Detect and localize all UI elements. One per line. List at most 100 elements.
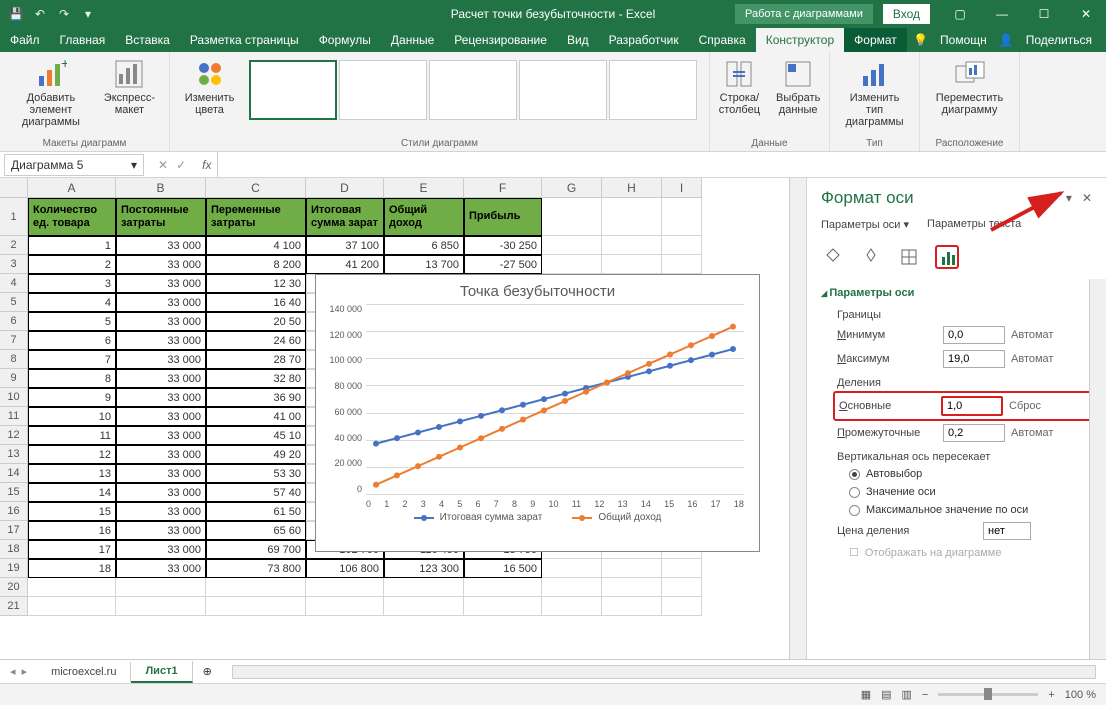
cell[interactable] bbox=[306, 597, 384, 616]
menu-item-11[interactable]: Формат bbox=[844, 28, 907, 52]
cell[interactable]: 28 70 bbox=[206, 350, 306, 369]
name-box[interactable]: Диаграмма 5▾ bbox=[4, 154, 144, 176]
cell[interactable]: 106 800 bbox=[306, 559, 384, 578]
cell[interactable] bbox=[602, 255, 662, 274]
row-header-20[interactable]: 20 bbox=[0, 578, 28, 597]
menu-item-0[interactable]: Файл bbox=[0, 28, 50, 52]
cell[interactable]: 33 000 bbox=[116, 464, 206, 483]
row-header-2[interactable]: 2 bbox=[0, 236, 28, 255]
cell[interactable]: 41 00 bbox=[206, 407, 306, 426]
cell[interactable]: 12 30 bbox=[206, 274, 306, 293]
cell[interactable]: 5 bbox=[28, 312, 116, 331]
cell[interactable]: 69 700 bbox=[206, 540, 306, 559]
panel-close-icon[interactable]: ✕ bbox=[1082, 191, 1092, 205]
cell[interactable] bbox=[662, 255, 702, 274]
col-header-B[interactable]: B bbox=[116, 178, 206, 197]
cell[interactable]: 10 bbox=[28, 407, 116, 426]
qat-dropdown-icon[interactable]: ▾ bbox=[80, 6, 96, 22]
view-layout-icon[interactable]: ▤ bbox=[881, 688, 891, 701]
effects-icon[interactable] bbox=[859, 245, 883, 269]
undo-icon[interactable]: ↶ bbox=[32, 6, 48, 22]
col-header-A[interactable]: A bbox=[28, 178, 116, 197]
cell[interactable]: -27 500 bbox=[464, 255, 542, 274]
cell[interactable]: 57 40 bbox=[206, 483, 306, 502]
cell[interactable]: 37 100 bbox=[306, 236, 384, 255]
row-header-8[interactable]: 8 bbox=[0, 350, 28, 369]
cell[interactable]: 12 bbox=[28, 445, 116, 464]
change-colors-button[interactable]: Изменить цвета bbox=[178, 56, 241, 124]
panel-scrollbar[interactable] bbox=[1089, 279, 1106, 659]
cell[interactable]: 6 bbox=[28, 331, 116, 350]
cell[interactable] bbox=[602, 198, 662, 236]
cell[interactable]: 73 800 bbox=[206, 559, 306, 578]
menu-item-7[interactable]: Вид bbox=[557, 28, 599, 52]
minimize-icon[interactable]: — bbox=[982, 0, 1022, 28]
cell[interactable]: 3 bbox=[28, 274, 116, 293]
row-header-7[interactable]: 7 bbox=[0, 331, 28, 350]
radio-value[interactable]: Значение оси bbox=[821, 483, 1092, 501]
major-input[interactable] bbox=[941, 396, 1003, 416]
cell[interactable]: 65 60 bbox=[206, 521, 306, 540]
row-header-14[interactable]: 14 bbox=[0, 464, 28, 483]
cell[interactable]: 33 000 bbox=[116, 350, 206, 369]
cell[interactable]: 4 bbox=[28, 293, 116, 312]
cell[interactable]: 11 bbox=[28, 426, 116, 445]
cell[interactable]: 16 500 bbox=[464, 559, 542, 578]
cell[interactable]: 32 80 bbox=[206, 369, 306, 388]
row-header-21[interactable]: 21 bbox=[0, 597, 28, 616]
maximize-icon[interactable]: ☐ bbox=[1024, 0, 1064, 28]
cell[interactable]: 33 000 bbox=[116, 312, 206, 331]
row-header-1[interactable]: 1 bbox=[0, 198, 28, 236]
size-icon[interactable] bbox=[897, 245, 921, 269]
cell[interactable]: 123 300 bbox=[384, 559, 464, 578]
display-units-input[interactable] bbox=[983, 522, 1031, 540]
horizontal-scrollbar[interactable] bbox=[232, 665, 1096, 679]
cell[interactable] bbox=[602, 559, 662, 578]
new-sheet-button[interactable]: ⊕ bbox=[193, 665, 222, 678]
cell[interactable] bbox=[602, 597, 662, 616]
radio-max[interactable]: Максимальное значение по оси bbox=[821, 501, 1092, 519]
row-header-13[interactable]: 13 bbox=[0, 445, 28, 464]
cell[interactable]: 61 50 bbox=[206, 502, 306, 521]
cell[interactable]: 33 000 bbox=[116, 540, 206, 559]
cell[interactable]: 33 000 bbox=[116, 407, 206, 426]
cancel-formula-icon[interactable]: ✕ bbox=[158, 158, 168, 172]
cell[interactable] bbox=[602, 578, 662, 597]
menu-item-1[interactable]: Главная bbox=[50, 28, 116, 52]
tab-prev-icon[interactable]: ◂ bbox=[10, 665, 16, 678]
cell[interactable]: 33 000 bbox=[116, 502, 206, 521]
minor-auto-button[interactable]: Автомат bbox=[1011, 427, 1053, 439]
chart-x-axis[interactable]: 0123456789101112131415161718 bbox=[366, 499, 744, 509]
cell[interactable] bbox=[542, 597, 602, 616]
cell[interactable]: 9 bbox=[28, 388, 116, 407]
chart-style-3[interactable] bbox=[429, 60, 517, 120]
cell[interactable]: 36 90 bbox=[206, 388, 306, 407]
cell[interactable]: 8 200 bbox=[206, 255, 306, 274]
cell[interactable]: 33 000 bbox=[116, 559, 206, 578]
col-header-C[interactable]: C bbox=[206, 178, 306, 197]
fill-icon[interactable] bbox=[821, 245, 845, 269]
cell[interactable]: 13 bbox=[28, 464, 116, 483]
cell[interactable]: 4 100 bbox=[206, 236, 306, 255]
col-header-D[interactable]: D bbox=[306, 178, 384, 197]
cell[interactable] bbox=[542, 198, 602, 236]
cell[interactable]: -30 250 bbox=[464, 236, 542, 255]
cell[interactable] bbox=[384, 597, 464, 616]
cell[interactable]: 18 bbox=[28, 559, 116, 578]
cell[interactable]: Количество ед. товара bbox=[28, 198, 116, 236]
cell[interactable]: 14 bbox=[28, 483, 116, 502]
cell[interactable] bbox=[464, 578, 542, 597]
switch-row-col-button[interactable]: Строка/столбец bbox=[713, 56, 766, 118]
row-header-19[interactable]: 19 bbox=[0, 559, 28, 578]
cell[interactable]: 33 000 bbox=[116, 255, 206, 274]
vertical-scrollbar[interactable] bbox=[789, 178, 806, 659]
cell[interactable] bbox=[28, 578, 116, 597]
add-chart-element-button[interactable]: + Добавить элемент диаграммы bbox=[8, 56, 94, 130]
row-header-12[interactable]: 12 bbox=[0, 426, 28, 445]
menu-item-8[interactable]: Разработчик bbox=[599, 28, 689, 52]
cell[interactable] bbox=[28, 597, 116, 616]
col-header-I[interactable]: I bbox=[662, 178, 702, 197]
menu-item-3[interactable]: Разметка страницы bbox=[180, 28, 309, 52]
chart-title[interactable]: Точка безубыточности bbox=[316, 275, 759, 304]
cell[interactable] bbox=[662, 198, 702, 236]
